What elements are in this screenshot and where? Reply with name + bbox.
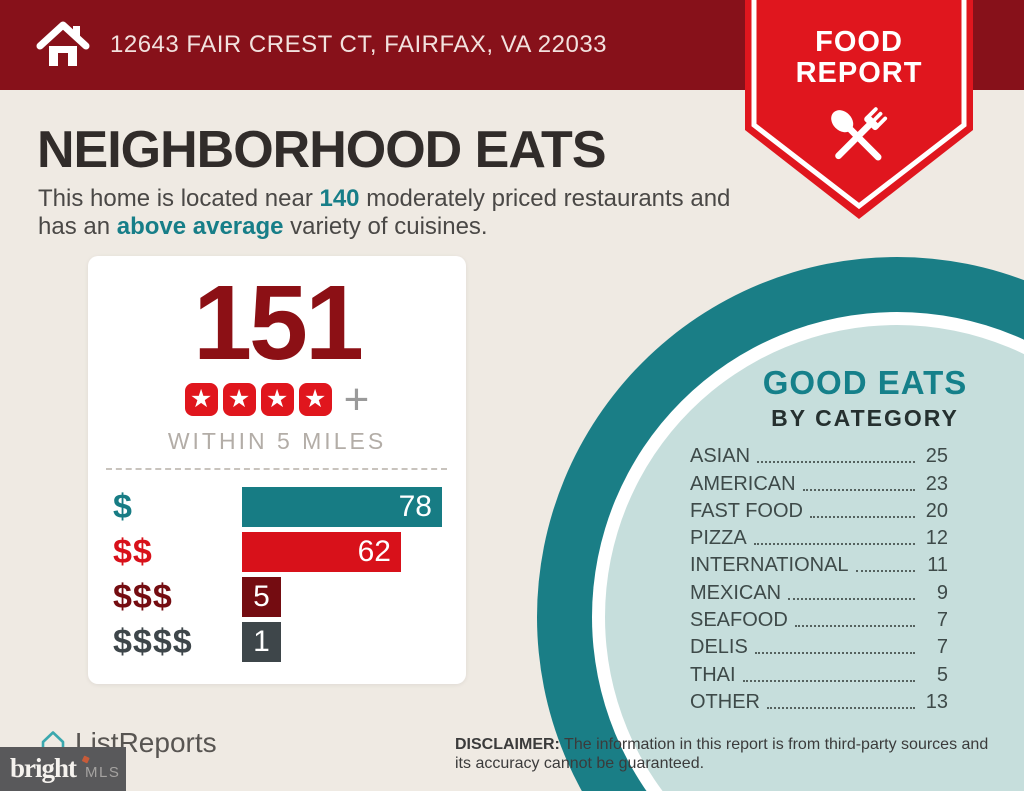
category-row: SEAFOOD 7 (690, 605, 948, 632)
dot-leader (788, 597, 915, 600)
category-label: PIZZA (690, 527, 747, 550)
dot-leader (809, 515, 915, 518)
dot-leader (757, 461, 915, 464)
ribbon-banner-shape (745, 0, 973, 219)
ribbon-label-report: REPORT (795, 57, 923, 89)
category-value: 13 (925, 690, 948, 713)
price-bar-row: $$$$ 1 (113, 622, 443, 662)
home-icon (36, 21, 90, 66)
price-bar-value: 78 (398, 490, 432, 523)
good-eats-title: GOOD EATS (762, 364, 968, 401)
plus-sign: + (343, 374, 370, 424)
restaurant-count: 151 (193, 264, 364, 382)
listreports-house-icon (41, 731, 65, 757)
category-value: 25 (925, 445, 948, 468)
price-bar-row: $$$ 5 (113, 577, 443, 617)
category-value: 20 (925, 499, 948, 522)
intro-highlight-variety: above average (116, 213, 284, 240)
dot-leader (794, 625, 915, 628)
category-label: AMERICAN (690, 472, 796, 495)
dashed-divider (106, 468, 447, 470)
category-label: THAI (690, 663, 736, 686)
star-badge-icon: ★ (184, 383, 218, 416)
category-value: 5 (936, 663, 948, 686)
disclaimer-label: DISCLAIMER: (455, 736, 560, 753)
intro-highlight-count: 140 (319, 185, 360, 212)
radius-label: WITHIN 5 MILES (167, 428, 387, 454)
price-bar-row: $$ 62 (113, 532, 443, 572)
category-row: MEXICAN 9 (690, 577, 948, 604)
star-rating: ★ ★ ★ ★ + (88, 374, 466, 424)
category-label: MEXICAN (690, 581, 782, 604)
price-bar: 1 (242, 622, 281, 662)
brightmls-logo: bright MLS (0, 747, 126, 791)
price-bar: 5 (242, 577, 281, 617)
dot-leader (753, 543, 915, 546)
dot-leader (802, 488, 915, 491)
dot-leader (767, 706, 915, 709)
price-tier-label: $ (113, 487, 133, 526)
price-bar: 78 (242, 487, 442, 527)
food-report-ribbon: FOOD REPORT (745, 0, 973, 222)
category-label: ASIAN (690, 445, 751, 468)
category-row: ASIAN 25 (690, 441, 948, 468)
star-badge-icon: ★ (298, 383, 332, 416)
star-badge-icon: ★ (222, 383, 256, 416)
category-value: 7 (936, 636, 948, 659)
category-row: AMERICAN 23 (690, 468, 948, 495)
category-row: FAST FOOD 20 (690, 496, 948, 523)
dot-leader (754, 652, 915, 655)
category-row: OTHER 13 (690, 687, 948, 714)
ribbon-label-food: FOOD (815, 26, 903, 58)
category-value: 11 (927, 554, 948, 577)
price-tier-label: $$ (113, 532, 153, 571)
category-row: THAI 5 (690, 659, 948, 686)
category-value: 7 (936, 609, 948, 632)
bright-leaf-mark (81, 755, 90, 764)
category-label: INTERNATIONAL (690, 554, 849, 577)
category-row: DELIS 7 (690, 632, 948, 659)
dot-leader (742, 679, 915, 682)
property-address: 12643 FAIR CREST CT, FAIRFAX, VA 22033 (110, 31, 608, 58)
good-eats-subtitle: BY CATEGORY (771, 405, 959, 431)
category-label: SEAFOOD (690, 609, 788, 632)
star-badge-icon: ★ (260, 383, 294, 416)
mls-wordmark: MLS (85, 764, 121, 781)
price-tier-label: $$$$ (113, 622, 193, 661)
restaurant-count-card: 151 ★ ★ ★ ★ + WITHIN 5 MILES $78 $$ 62 $$$ 5 $$$$… (88, 256, 466, 684)
intro-text: This home is located near 140 moderately… (38, 185, 731, 240)
category-row: PIZZA 12 (690, 523, 948, 550)
dot-leader (855, 570, 915, 573)
intro-line1: This home is located near (38, 185, 320, 212)
category-value: 12 (925, 527, 948, 550)
price-bar-value: 5 (253, 580, 270, 613)
price-tier-label: $$$ (113, 577, 173, 616)
price-bar-chart: $78 $$ 62 $$$ 5 $$$$ 1 (113, 487, 443, 667)
page-title: NEIGHBORHOOD EATS (37, 121, 607, 179)
category-row: INTERNATIONAL 11 (690, 550, 948, 577)
category-value: 23 (925, 472, 948, 495)
category-label: OTHER (690, 690, 760, 713)
category-list: ASIAN 25 AMERICAN 23 FAST FOOD 20 PIZZA 12 INTER… (690, 441, 948, 714)
disclaimer: DISCLAIMER: The information in this repo… (455, 736, 989, 772)
price-bar-value: 62 (357, 535, 391, 568)
intro-line2: has an (38, 213, 117, 240)
price-bar: 62 (242, 532, 401, 572)
price-bar-value: 1 (253, 625, 270, 658)
bright-wordmark: bright (10, 753, 77, 783)
category-label: FAST FOOD (690, 499, 803, 522)
price-bar-row: $78 (113, 487, 443, 527)
category-value: 9 (936, 581, 948, 604)
category-label: DELIS (690, 636, 748, 659)
fork-spoon-icon (831, 107, 888, 161)
